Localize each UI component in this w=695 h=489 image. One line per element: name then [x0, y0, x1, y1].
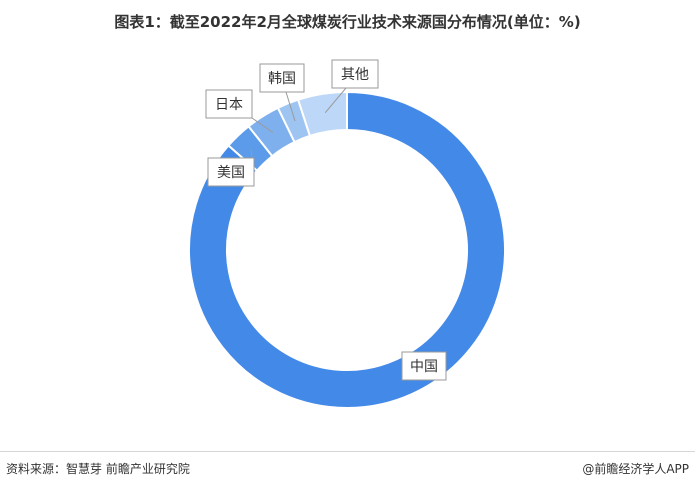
callout-label-korea: 韩国	[268, 71, 296, 87]
callout-box-japan	[205, 89, 253, 119]
callout-label-china: 中国	[410, 359, 438, 375]
callout-box-usa	[207, 157, 255, 187]
callout-korea: 韩国	[259, 63, 305, 122]
callout-box-other	[331, 59, 379, 89]
callout-other: 其他	[324, 59, 379, 114]
callout-label-other: 其他	[341, 67, 369, 83]
donut-slices	[188, 90, 506, 409]
credit-note: @前瞻经济学人APP	[582, 462, 689, 476]
callout-label-usa: 美国	[217, 165, 245, 181]
callout-label-japan: 日本	[215, 97, 243, 113]
slice-other	[296, 90, 348, 138]
callout-leader-other	[324, 87, 347, 114]
callout-leader-japan	[251, 117, 274, 133]
callout-box-china	[401, 351, 447, 381]
source-note: 资料来源：智慧芽 前瞻产业研究院	[6, 462, 190, 476]
chart-title: 图表1：截至2022年2月全球煤炭行业技术来源国分布情况(单位：%)	[114, 13, 581, 31]
callout-leader-korea	[285, 91, 296, 122]
callout-usa: 美国	[207, 149, 255, 187]
callout-china: 中国	[401, 351, 447, 381]
callout-japan: 日本	[205, 89, 274, 133]
callout-box-korea	[259, 63, 305, 93]
slice-callouts: 中国 美国 日本 韩国 其他	[205, 59, 447, 381]
footer-divider	[0, 451, 695, 452]
